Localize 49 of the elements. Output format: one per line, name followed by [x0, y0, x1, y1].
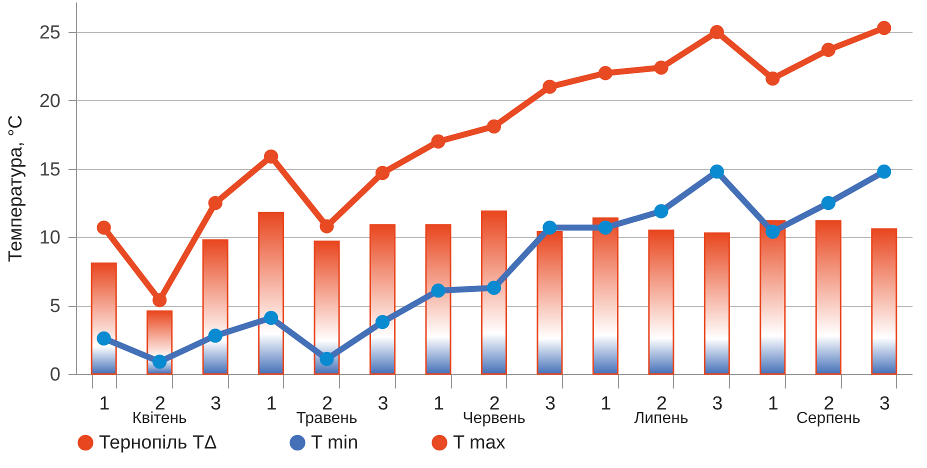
point [152, 293, 167, 308]
point [710, 25, 724, 40]
bar [648, 230, 674, 375]
x-tick-label: 1 [433, 394, 444, 414]
bar [704, 232, 730, 375]
x-tick-label: 3 [879, 394, 890, 414]
x-tick-label: 3 [210, 394, 222, 414]
y-tick-label: 25 [39, 22, 60, 44]
point [96, 220, 111, 235]
legend-label: T min [311, 432, 358, 454]
x-tick-label: 1 [99, 394, 110, 414]
x-tick-label: 1 [768, 394, 778, 414]
x-tick-label: 3 [378, 394, 388, 414]
x-tick-label: 1 [600, 394, 612, 414]
point [320, 219, 334, 234]
point [542, 80, 557, 94]
y-tick-label: 10 [39, 228, 60, 249]
point [431, 134, 446, 149]
bar [592, 217, 618, 375]
point [486, 119, 502, 134]
y-tick-label: 20 [39, 90, 60, 112]
bar [258, 212, 284, 375]
point [264, 149, 278, 164]
legend-label: T max [453, 432, 506, 454]
x-tick-label: 3 [712, 394, 723, 414]
point [208, 196, 222, 210]
bar [314, 240, 340, 375]
point [877, 20, 892, 36]
bar [760, 220, 786, 375]
bar [871, 228, 898, 375]
y-tick-label: 0 [50, 364, 60, 386]
y-tick-label: 15 [39, 159, 60, 180]
y-tick-label: 5 [50, 296, 60, 318]
bar [370, 224, 396, 375]
y-axis-title: Температура, °C [5, 115, 26, 262]
bar [536, 231, 563, 375]
bar [480, 210, 508, 375]
x-tick-label: 1 [266, 394, 277, 414]
x-tick-label: 3 [544, 394, 556, 414]
point [821, 42, 836, 57]
bar [202, 239, 228, 375]
point [598, 66, 613, 80]
point [654, 60, 668, 75]
point [766, 72, 780, 86]
bar [815, 220, 842, 375]
bar [425, 224, 452, 375]
legend-label: Тернопіль TΔ [99, 432, 218, 454]
point [375, 166, 390, 180]
bar [90, 262, 117, 375]
